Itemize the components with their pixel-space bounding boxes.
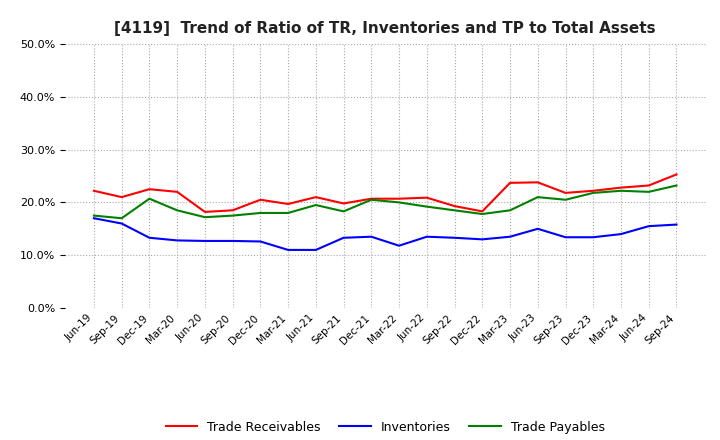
Trade Payables [423, 204, 431, 209]
Trade Payables [450, 208, 459, 213]
Inventories [644, 224, 653, 229]
Trade Receivables [644, 183, 653, 188]
Trade Receivables [561, 190, 570, 195]
Trade Payables [589, 190, 598, 195]
Inventories [284, 247, 292, 253]
Trade Receivables [589, 188, 598, 194]
Inventories [672, 222, 681, 227]
Trade Payables [228, 213, 237, 218]
Trade Payables [339, 209, 348, 214]
Inventories [561, 235, 570, 240]
Trade Receivables [312, 194, 320, 200]
Trade Receivables [505, 180, 514, 186]
Inventories [395, 243, 403, 248]
Trade Receivables [339, 201, 348, 206]
Inventories [534, 226, 542, 231]
Trade Receivables [395, 196, 403, 202]
Trade Receivables [616, 185, 625, 190]
Trade Payables [256, 210, 265, 216]
Trade Receivables [173, 189, 181, 194]
Trade Receivables [284, 202, 292, 207]
Inventories [256, 239, 265, 244]
Trade Receivables [367, 196, 376, 202]
Trade Receivables [534, 180, 542, 185]
Inventories [201, 238, 210, 244]
Line: Trade Receivables: Trade Receivables [94, 174, 677, 212]
Trade Receivables [672, 172, 681, 177]
Trade Receivables [117, 194, 126, 200]
Inventories [423, 234, 431, 239]
Trade Receivables [145, 187, 154, 192]
Trade Receivables [256, 197, 265, 202]
Trade Receivables [228, 208, 237, 213]
Trade Payables [478, 211, 487, 216]
Inventories [450, 235, 459, 240]
Line: Trade Payables: Trade Payables [94, 186, 677, 218]
Trade Payables [561, 197, 570, 202]
Inventories [367, 234, 376, 239]
Trade Payables [367, 197, 376, 202]
Inventories [505, 234, 514, 239]
Trade Payables [616, 188, 625, 194]
Trade Receivables [89, 188, 98, 194]
Inventories [478, 237, 487, 242]
Trade Payables [145, 196, 154, 202]
Trade Payables [672, 183, 681, 188]
Trade Payables [644, 189, 653, 194]
Inventories [173, 238, 181, 243]
Trade Payables [505, 208, 514, 213]
Inventories [117, 221, 126, 226]
Trade Receivables [201, 209, 210, 215]
Legend: Trade Receivables, Inventories, Trade Payables: Trade Receivables, Inventories, Trade Pa… [161, 416, 610, 439]
Trade Payables [284, 210, 292, 216]
Inventories [616, 231, 625, 237]
Trade Payables [534, 194, 542, 200]
Inventories [145, 235, 154, 240]
Trade Payables [312, 202, 320, 208]
Trade Receivables [450, 203, 459, 209]
Title: [4119]  Trend of Ratio of TR, Inventories and TP to Total Assets: [4119] Trend of Ratio of TR, Inventories… [114, 21, 656, 36]
Trade Payables [395, 200, 403, 205]
Inventories [339, 235, 348, 240]
Inventories [89, 216, 98, 221]
Inventories [312, 247, 320, 253]
Trade Payables [89, 213, 98, 218]
Line: Inventories: Inventories [94, 218, 677, 250]
Trade Payables [201, 215, 210, 220]
Inventories [589, 235, 598, 240]
Trade Receivables [478, 209, 487, 214]
Trade Receivables [423, 195, 431, 200]
Trade Payables [117, 216, 126, 221]
Inventories [228, 238, 237, 244]
Trade Payables [173, 208, 181, 213]
